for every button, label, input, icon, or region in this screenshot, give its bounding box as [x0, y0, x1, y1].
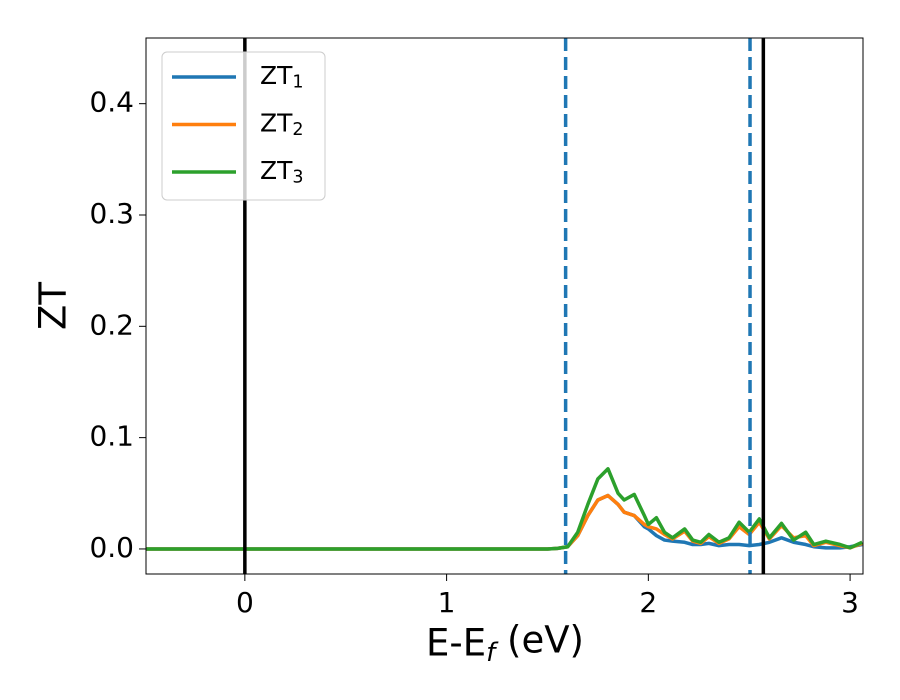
series-line	[146, 467, 863, 551]
x-tick-label: 1	[438, 586, 456, 619]
x-tick-label: 2	[639, 586, 657, 619]
y-tick-label: 0.2	[89, 308, 134, 341]
legend-box	[161, 51, 326, 201]
legend-label: ZT1​	[260, 61, 304, 92]
y-tick-label: 0.4	[89, 86, 134, 119]
x-axis-label: E-Ef (eV)	[426, 618, 584, 667]
y-tick-label: 0.1	[89, 420, 134, 453]
plot-frame	[145, 37, 864, 575]
x-tick-label: 0	[236, 586, 254, 619]
x-tick-label: 3	[841, 586, 859, 619]
y-axis-label: ZT	[32, 282, 75, 330]
y-tick-label: 0.3	[89, 197, 134, 230]
y-tick-label: 0.0	[89, 531, 134, 564]
plot-area	[146, 38, 863, 574]
